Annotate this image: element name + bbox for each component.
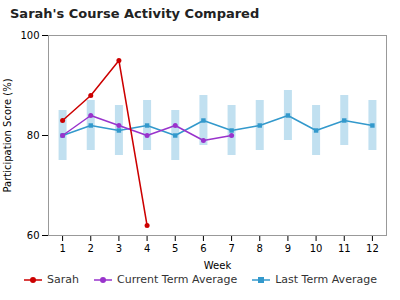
svg-text:7: 7 — [228, 243, 234, 254]
svg-text:80: 80 — [27, 130, 40, 141]
svg-text:Participation Score (%): Participation Score (%) — [2, 78, 13, 192]
svg-text:11: 11 — [338, 243, 351, 254]
svg-text:4: 4 — [144, 243, 150, 254]
svg-text:60: 60 — [27, 230, 40, 241]
svg-text:100: 100 — [20, 30, 39, 41]
svg-text:3: 3 — [116, 243, 122, 254]
html-text:Last Term Average: Last Term Average — [275, 273, 377, 286]
html-text:Sarah: Sarah — [47, 273, 79, 286]
svg-text:Week: Week — [204, 260, 232, 271]
svg-text:2: 2 — [88, 243, 94, 254]
svg-text:12: 12 — [366, 243, 379, 254]
svg-text:10: 10 — [310, 243, 323, 254]
svg-text:9: 9 — [285, 243, 291, 254]
html-text:Sarah's Course Activity Compar: Sarah's Course Activity Compared — [10, 6, 260, 21]
html-text:Current Term Average: Current Term Average — [117, 273, 238, 286]
svg-text:5: 5 — [172, 243, 178, 254]
svg-text:8: 8 — [257, 243, 263, 254]
svg-text:1: 1 — [59, 243, 65, 254]
svg-text:6: 6 — [200, 243, 206, 254]
